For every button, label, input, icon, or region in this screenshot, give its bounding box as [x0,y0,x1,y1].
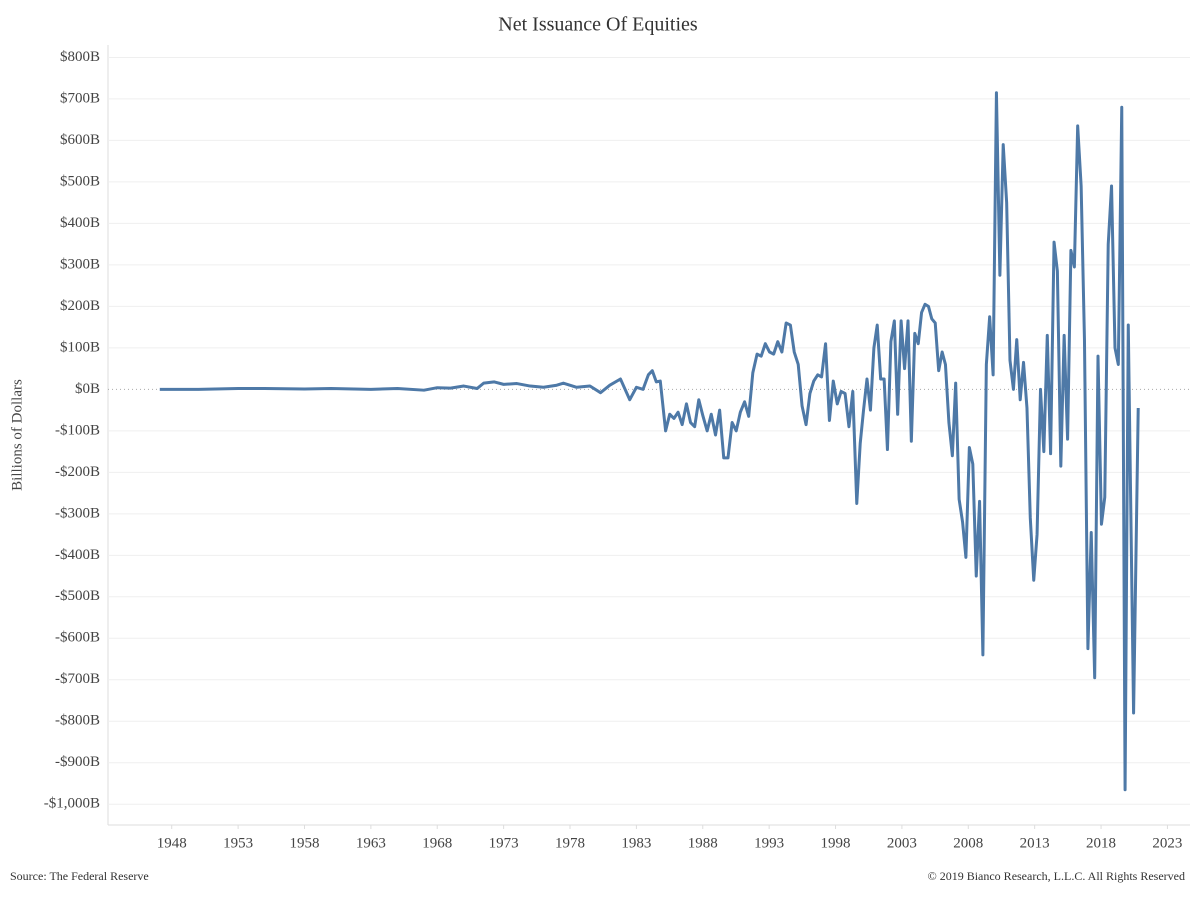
y-tick-label: -$100B [55,422,100,438]
x-tick-label: 1998 [821,835,851,851]
y-tick-label: $200B [60,298,100,314]
copyright-note: © 2019 Bianco Research, L.L.C. All Right… [928,869,1185,883]
data-line [159,91,1140,792]
y-tick-label: $400B [60,215,100,231]
x-tick-label: 1973 [489,835,519,851]
y-axis-label: Billions of Dollars [9,379,25,491]
y-tick-label: $800B [60,49,100,65]
x-tick-label: 1953 [223,835,253,851]
y-tick-label: -$500B [55,588,100,604]
x-tick-label: 2008 [953,835,983,851]
y-tick-label: -$800B [55,713,100,729]
x-tick-label: 1963 [356,835,386,851]
x-tick-label: 1993 [754,835,784,851]
x-tick-label: 1948 [157,835,187,851]
y-tick-label: -$400B [55,547,100,563]
y-tick-label: -$900B [55,754,100,770]
y-tick-label: -$300B [55,505,100,521]
y-tick-label: -$200B [55,464,100,480]
x-tick-label: 1988 [688,835,718,851]
y-tick-label: $600B [60,132,100,148]
y-tick-label: -$600B [55,630,100,646]
y-tick-label: -$1,000B [44,796,100,812]
chart-title: Net Issuance Of Equities [498,14,698,36]
x-tick-label: 2018 [1086,835,1116,851]
y-tick-label: -$700B [55,671,100,687]
x-tick-label: 2013 [1020,835,1050,851]
source-note: Source: The Federal Reserve [10,869,149,883]
y-tick-label: $0B [75,381,100,397]
x-tick-label: 2003 [887,835,917,851]
x-tick-label: 1983 [621,835,651,851]
y-tick-label: $500B [60,173,100,189]
x-tick-label: 1958 [289,835,319,851]
x-tick-label: 1978 [555,835,585,851]
y-tick-label: $300B [60,256,100,272]
x-tick-label: 1968 [422,835,452,851]
y-tick-label: $700B [60,90,100,106]
x-tick-label: 2023 [1152,835,1182,851]
y-tick-label: $100B [60,339,100,355]
